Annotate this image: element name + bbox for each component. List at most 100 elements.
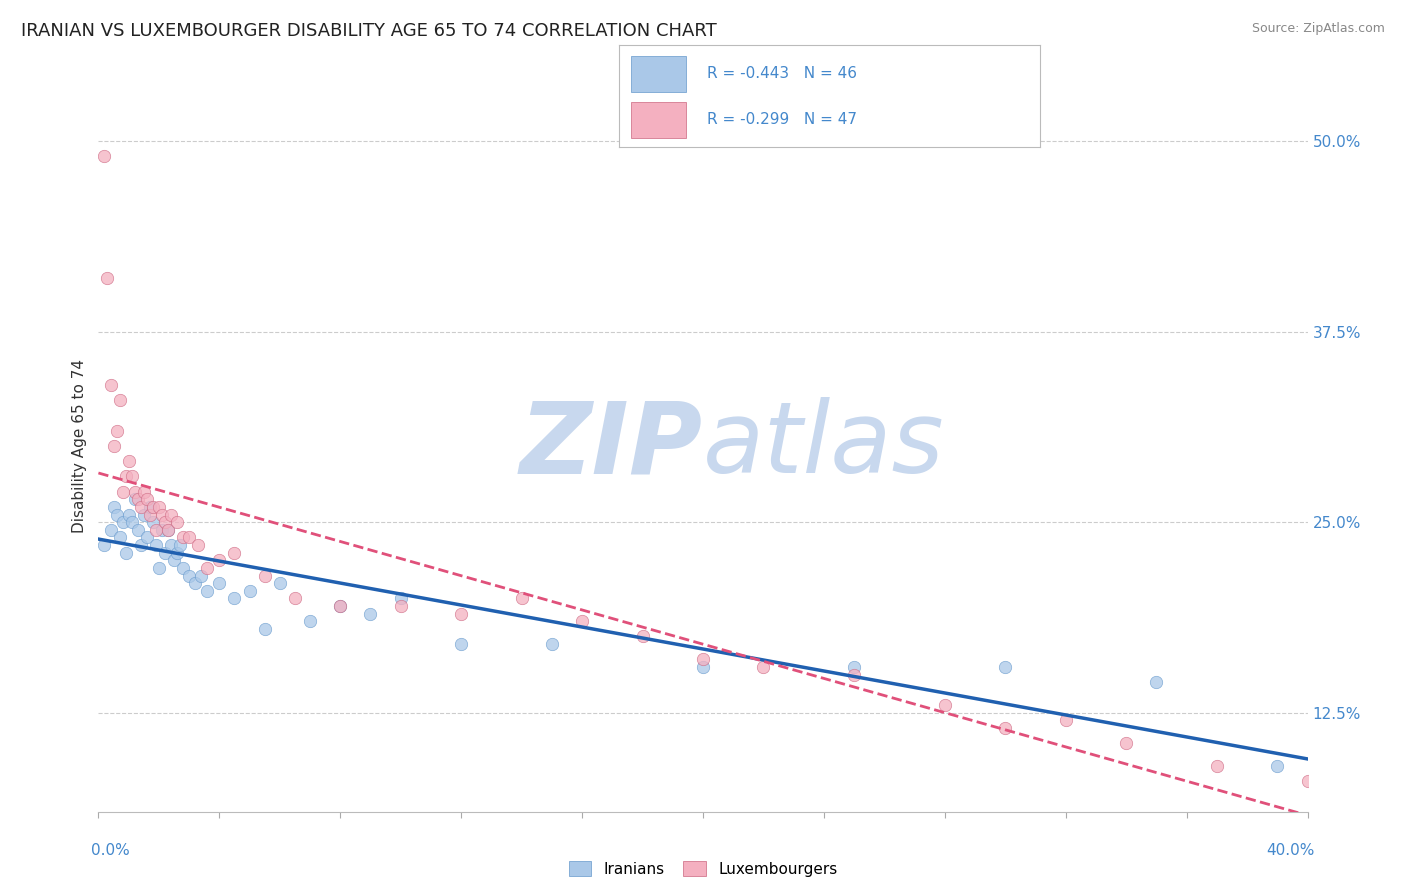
FancyBboxPatch shape: [631, 102, 686, 138]
Point: [127, 523, 149, 537]
Point: [1144, 675, 1167, 690]
Point: [187, 538, 209, 552]
Point: [132, 508, 155, 522]
Point: [108, 393, 131, 408]
Point: [195, 561, 218, 575]
Point: [148, 500, 170, 514]
Point: [129, 500, 152, 514]
Point: [389, 599, 412, 613]
Point: [100, 378, 122, 392]
Point: [105, 424, 128, 438]
Point: [129, 538, 152, 552]
Point: [132, 484, 155, 499]
Point: [1267, 759, 1289, 773]
Point: [631, 630, 654, 644]
Point: [160, 538, 183, 552]
Text: 40.0%: 40.0%: [1267, 843, 1315, 858]
Point: [121, 469, 143, 483]
Point: [135, 492, 157, 507]
Point: [124, 492, 146, 507]
Point: [153, 515, 176, 529]
Point: [1206, 759, 1229, 773]
Point: [114, 469, 136, 483]
Point: [692, 652, 714, 666]
Point: [208, 576, 231, 591]
Point: [103, 500, 125, 514]
Point: [135, 530, 157, 544]
Legend: Iranians, Luxembourgers: Iranians, Luxembourgers: [561, 853, 845, 884]
Y-axis label: Disability Age 65 to 74: Disability Age 65 to 74: [72, 359, 87, 533]
Point: [96, 271, 118, 285]
Point: [510, 591, 533, 606]
Point: [450, 637, 472, 651]
Text: ZIP: ZIP: [520, 398, 703, 494]
Point: [329, 599, 352, 613]
Text: atlas: atlas: [703, 398, 945, 494]
Point: [253, 568, 276, 582]
Text: Source: ZipAtlas.com: Source: ZipAtlas.com: [1251, 22, 1385, 36]
Point: [114, 546, 136, 560]
Point: [844, 667, 866, 681]
Point: [93, 538, 115, 552]
Point: [121, 515, 143, 529]
Point: [844, 660, 866, 674]
Point: [93, 149, 115, 163]
Point: [360, 607, 382, 621]
Text: R = -0.299   N = 47: R = -0.299 N = 47: [707, 112, 858, 128]
Point: [934, 698, 956, 712]
Point: [169, 538, 191, 552]
Text: R = -0.443   N = 46: R = -0.443 N = 46: [707, 66, 858, 81]
Text: 0.0%: 0.0%: [91, 843, 131, 858]
Point: [172, 561, 194, 575]
Point: [540, 637, 562, 651]
Point: [153, 546, 176, 560]
Point: [692, 660, 714, 674]
Point: [105, 508, 128, 522]
Point: [179, 530, 201, 544]
Point: [118, 508, 141, 522]
Point: [145, 523, 167, 537]
Point: [124, 484, 146, 499]
Point: [179, 568, 201, 582]
Point: [163, 553, 186, 567]
Point: [156, 523, 179, 537]
Point: [139, 500, 162, 514]
Point: [145, 538, 167, 552]
Point: [127, 492, 149, 507]
Point: [184, 576, 207, 591]
Point: [172, 530, 194, 544]
Point: [142, 500, 165, 514]
Point: [389, 591, 412, 606]
Point: [195, 583, 218, 598]
Point: [100, 523, 122, 537]
FancyBboxPatch shape: [631, 56, 686, 92]
Point: [139, 508, 162, 522]
Point: [329, 599, 352, 613]
Point: [108, 530, 131, 544]
Point: [994, 721, 1017, 735]
Point: [1054, 714, 1077, 728]
Point: [1296, 774, 1319, 789]
Point: [111, 484, 134, 499]
Point: [190, 568, 212, 582]
Point: [160, 508, 183, 522]
Point: [994, 660, 1017, 674]
Point: [224, 591, 246, 606]
Point: [299, 614, 322, 628]
Point: [166, 546, 188, 560]
Point: [142, 515, 165, 529]
Point: [450, 607, 472, 621]
Point: [150, 523, 173, 537]
Point: [1115, 736, 1137, 750]
Point: [103, 439, 125, 453]
Point: [571, 614, 593, 628]
Point: [118, 454, 141, 468]
Point: [284, 591, 307, 606]
Text: IRANIAN VS LUXEMBOURGER DISABILITY AGE 65 TO 74 CORRELATION CHART: IRANIAN VS LUXEMBOURGER DISABILITY AGE 6…: [21, 22, 717, 40]
Point: [752, 660, 775, 674]
Point: [150, 508, 173, 522]
Point: [166, 515, 188, 529]
Point: [111, 515, 134, 529]
Point: [269, 576, 291, 591]
Point: [148, 561, 170, 575]
